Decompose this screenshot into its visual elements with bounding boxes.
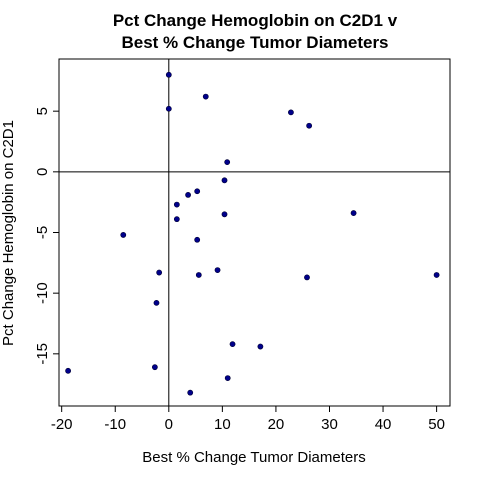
data-point (187, 389, 194, 396)
data-point (229, 341, 236, 348)
chart-title-line-1: Pct Change Hemoglobin on C2D1 v (113, 11, 398, 30)
data-point (214, 267, 221, 274)
data-point (173, 216, 180, 223)
data-point (120, 232, 127, 238)
y-tick-label: 0 (34, 168, 51, 176)
data-point (304, 274, 310, 281)
data-point (194, 236, 201, 243)
data-point (202, 93, 209, 100)
data-point (224, 375, 231, 381)
plot-frame (58, 58, 451, 407)
data-point (221, 177, 228, 184)
data-point (288, 109, 294, 116)
data-point (156, 269, 163, 276)
x-tick-label: 20 (268, 416, 285, 433)
data-point (195, 272, 202, 278)
y-tick-label: -10 (34, 282, 51, 304)
data-point (306, 122, 313, 129)
y-axis: -15 -10 -5 0 5 (34, 107, 59, 365)
x-tick-label: 40 (375, 416, 392, 433)
data-points (65, 71, 440, 396)
y-tick-label: 5 (34, 107, 51, 115)
data-point (165, 71, 172, 78)
data-point (153, 299, 160, 306)
data-point (173, 201, 180, 208)
data-point (221, 211, 228, 218)
data-point (224, 159, 231, 166)
y-tick-label: -5 (34, 226, 51, 239)
data-point (350, 210, 357, 216)
data-point (185, 191, 191, 198)
x-tick-label: 30 (321, 416, 338, 433)
x-tick-label: -20 (51, 416, 73, 433)
x-tick-label: 0 (165, 416, 173, 433)
data-point (194, 188, 201, 195)
x-tick-label: -10 (104, 416, 126, 433)
data-point (151, 364, 158, 371)
x-axis-label: Best % Change Tumor Diameters (142, 449, 365, 466)
y-tick-label: -15 (34, 343, 51, 365)
data-point (165, 105, 172, 112)
x-axis: -20 -10 0 10 20 30 40 50 (51, 406, 445, 433)
y-axis-label: Pct Change Hemoglobin on C2D1 (0, 120, 17, 346)
data-point (257, 343, 264, 350)
data-point (433, 272, 440, 278)
data-point (65, 367, 72, 374)
x-tick-label: 10 (214, 416, 231, 433)
chart-title-line-2: Best % Change Tumor Diameters (121, 33, 388, 52)
x-tick-label: 50 (428, 416, 445, 433)
